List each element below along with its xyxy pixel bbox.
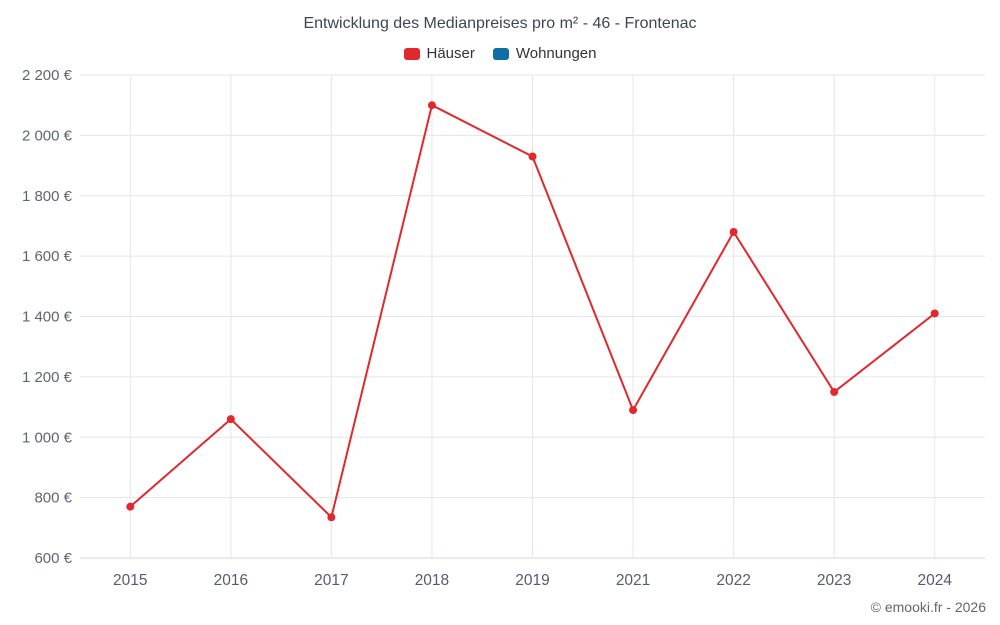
- y-axis-tick-label: 800 €: [34, 490, 72, 507]
- data-point-marker[interactable]: [930, 309, 939, 318]
- x-axis-tick-label: 2021: [616, 572, 650, 589]
- x-axis-tick-label: 2015: [113, 572, 147, 589]
- data-point-marker[interactable]: [126, 502, 135, 511]
- legend-swatch-wohnungen-icon: [492, 47, 509, 60]
- legend-label-hauser: Häuser: [426, 45, 475, 62]
- credit-link[interactable]: © emooki.fr - 2026: [870, 599, 986, 615]
- legend-swatch-hauser-icon: [403, 47, 420, 60]
- chart-title: Entwicklung des Medianpreises pro m² - 4…: [303, 15, 697, 32]
- data-point-marker[interactable]: [729, 227, 738, 236]
- x-axis-tick-label: 2019: [515, 572, 549, 589]
- data-point-marker[interactable]: [528, 152, 537, 161]
- x-axis-tick-label: 2022: [716, 572, 750, 589]
- x-axis-tick-label: 2017: [314, 572, 348, 589]
- x-axis-tick-label: 2023: [817, 572, 851, 589]
- data-point-marker[interactable]: [629, 406, 638, 415]
- y-axis-tick-label: 1 200 €: [22, 369, 73, 386]
- legend-item-wohnungen[interactable]: Wohnungen: [492, 45, 597, 62]
- y-axis-tick-label: 2 000 €: [22, 127, 73, 144]
- y-axis-tick-label: 600 €: [34, 550, 72, 567]
- y-axis-tick-label: 1 800 €: [22, 188, 73, 205]
- y-axis-tick-label: 2 200 €: [22, 67, 73, 84]
- data-point-marker[interactable]: [226, 415, 235, 424]
- legend-item-hauser[interactable]: Häuser: [403, 45, 475, 62]
- data-point-marker[interactable]: [327, 513, 336, 522]
- y-axis-tick-label: 1 000 €: [22, 429, 73, 446]
- legend-label-wohnungen: Wohnungen: [515, 45, 597, 62]
- data-point-marker[interactable]: [830, 387, 839, 396]
- y-axis-tick-label: 1 600 €: [22, 248, 73, 265]
- x-axis-tick-label: 2016: [214, 572, 248, 589]
- x-axis-tick-label: 2018: [415, 572, 449, 589]
- legend: Häuser Wohnungen: [0, 45, 1000, 62]
- data-point-marker[interactable]: [427, 101, 436, 110]
- y-axis-tick-label: 1 400 €: [22, 309, 73, 326]
- x-axis-tick-label: 2024: [917, 572, 952, 589]
